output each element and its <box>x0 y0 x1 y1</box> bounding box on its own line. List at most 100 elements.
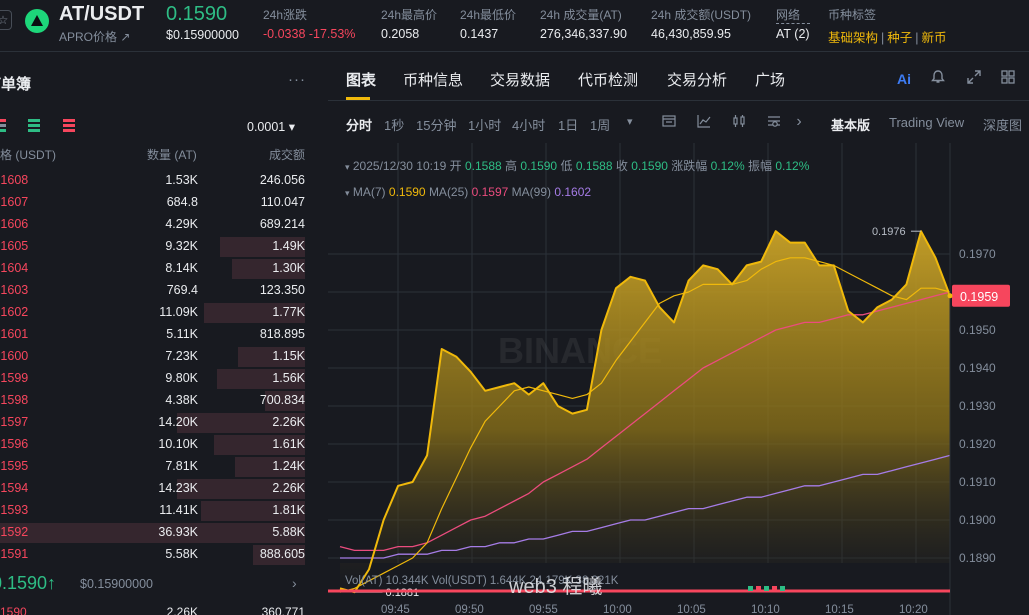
ask-row[interactable]: 0.1594 14.23K 2.26K <box>0 478 323 500</box>
bids-view-icon[interactable] <box>28 119 41 132</box>
settings-icon[interactable] <box>765 113 783 131</box>
depth-bar <box>237 347 305 367</box>
collapse-icon[interactable]: ▾ <box>345 162 350 172</box>
view-basic[interactable]: 基本版 <box>831 118 871 133</box>
expand-icon[interactable] <box>964 69 984 89</box>
ask-row[interactable]: 0.1597 14.20K 2.26K <box>0 412 323 434</box>
ask-qty: 10.10K <box>158 437 198 451</box>
ask-total: 1.81K <box>272 503 305 517</box>
orderbook-last-price[interactable]: 0.1590↑ <box>0 573 57 593</box>
ask-price: 0.1603 <box>0 283 29 297</box>
view-tradingview[interactable]: Trading View <box>889 115 965 130</box>
token-price-link[interactable]: APRO价格 ↗ <box>59 30 131 44</box>
tab-trading-data[interactable]: 交易数据 <box>490 72 551 89</box>
price-chart-svg[interactable]: BINANCE 0.19700.19600.19500.19400.19300.… <box>328 143 1029 615</box>
price-chart[interactable]: BINANCE 0.19700.19600.19500.19400.19300.… <box>328 143 1029 615</box>
tab-coin-info[interactable]: 币种信息 <box>403 72 464 89</box>
ask-row[interactable]: 0.1603 769.4 123.350 <box>0 280 323 302</box>
y-tick-label: 0.1910 <box>959 475 996 489</box>
ask-row[interactable]: 0.1595 7.81K 1.24K <box>0 456 323 478</box>
ask-price: 0.1599 <box>0 371 29 385</box>
ask-row[interactable]: 0.1593 11.41K 1.81K <box>0 500 323 522</box>
ask-row[interactable]: 0.1607 684.8 110.047 <box>0 192 323 214</box>
ask-total: 1.30K <box>272 261 305 275</box>
interval-timeline[interactable]: 分时 <box>346 118 373 133</box>
y-tick-label: 0.1970 <box>959 247 996 261</box>
bid-price: 0.1590 <box>0 605 27 615</box>
ask-row[interactable]: 0.1598 4.38K 700.834 <box>0 390 323 412</box>
orderbook-last-price-usd: $0.15900000 <box>80 577 153 591</box>
y-tick-label: 0.1920 <box>959 437 996 451</box>
chevron-right-icon[interactable]: › <box>292 575 297 591</box>
max-price-label: 0.1976 <box>872 226 906 238</box>
stat-network[interactable]: 网络 AT (2) <box>776 6 810 41</box>
interval-1h[interactable]: 1小时 <box>468 118 502 133</box>
ma25-line <box>339 291 951 552</box>
ma99-label: MA(99) <box>511 185 552 199</box>
stat-value[interactable]: AT (2) <box>776 27 810 41</box>
ask-qty: 11.09K <box>159 305 198 319</box>
bell-icon[interactable] <box>928 69 948 89</box>
tab-trade-analysis[interactable]: 交易分析 <box>667 72 728 89</box>
interval-15m[interactable]: 15分钟 <box>416 118 457 133</box>
depth-bar <box>201 501 305 521</box>
ask-price: 0.1594 <box>0 481 29 495</box>
both-view-icon[interactable] <box>0 119 6 132</box>
tab-square[interactable]: 广场 <box>755 72 786 89</box>
tag-new[interactable]: 新币 <box>921 31 947 45</box>
stat-24h-turnover: 24h 成交额(USDT) 46,430,859.95 <box>651 6 751 41</box>
ask-row[interactable]: 0.1599 9.80K 1.56K <box>0 368 323 390</box>
pair-symbol[interactable]: AT/USDT <box>59 3 145 25</box>
candle-icon[interactable] <box>730 113 748 131</box>
view-depth[interactable]: 深度图 <box>983 118 1023 133</box>
ask-qty: 1.53K <box>165 173 198 187</box>
more-icon[interactable]: ··· <box>288 71 306 88</box>
asks-view-icon[interactable] <box>62 119 75 132</box>
star-icon[interactable]: ☆ <box>0 10 12 30</box>
x-tick-label: 09:45 <box>381 604 410 615</box>
chevron-down-icon[interactable]: ▾ <box>627 116 633 128</box>
volume-bar <box>756 586 761 591</box>
ma25-value: 0.1597 <box>471 185 509 199</box>
chevron-right-icon[interactable]: › <box>796 113 802 130</box>
ask-row[interactable]: 0.1602 11.09K 1.77K <box>0 302 323 324</box>
precision-select[interactable]: 0.0001 ▾ <box>247 120 295 134</box>
tab-token-check[interactable]: 代币检测 <box>578 72 639 89</box>
x-tick-label: 09:50 <box>455 604 484 615</box>
interval-4h[interactable]: 4小时 <box>512 118 546 133</box>
ask-row[interactable]: 0.1600 7.23K 1.15K <box>0 346 323 368</box>
ai-icon[interactable]: Ai <box>897 71 911 87</box>
ask-row[interactable]: 0.1591 5.58K 888.605 <box>0 544 323 566</box>
tab-chart[interactable]: 图表 <box>346 72 377 89</box>
ask-row[interactable]: 0.1596 10.10K 1.61K <box>0 434 323 456</box>
amplitude-value: 0.12% <box>775 159 810 173</box>
ask-row[interactable]: 0.1605 9.32K 1.49K <box>0 236 323 258</box>
collapse-icon[interactable]: ▾ <box>345 188 350 198</box>
indicator-icon[interactable] <box>660 113 678 131</box>
active-tab-indicator <box>346 97 370 100</box>
bid-qty: 2.26K <box>166 605 198 615</box>
line-chart-icon[interactable] <box>695 113 713 131</box>
ma25-label: MA(25) <box>428 185 469 199</box>
ask-row[interactable]: 0.1606 4.29K 689.214 <box>0 214 323 236</box>
ask-row[interactable]: 0.1608 1.53K 246.056 <box>0 170 323 192</box>
tag-seed[interactable]: 种子 <box>887 31 913 45</box>
volume-bar <box>764 586 769 591</box>
ask-price: 0.1601 <box>0 327 29 341</box>
interval-1d[interactable]: 1日 <box>558 118 579 133</box>
tag-infrastructure[interactable]: 基础架构 <box>828 31 879 45</box>
ask-price: 0.1608 <box>0 173 29 187</box>
ask-row[interactable]: 0.1592 36.93K 5.88K <box>0 522 323 544</box>
ask-row[interactable]: 0.1604 8.14K 1.30K <box>0 258 323 280</box>
depth-bar <box>231 259 305 279</box>
ask-row[interactable]: 0.1601 5.11K 818.895 <box>0 324 323 346</box>
stat-24h-volume: 24h 成交量(AT) 276,346,337.90 <box>540 6 627 41</box>
interval-1w[interactable]: 1周 <box>590 118 611 133</box>
interval-1s[interactable]: 1秒 <box>384 118 405 133</box>
grid-icon[interactable] <box>998 69 1018 89</box>
chart-panel: 图表 币种信息 交易数据 代币检测 交易分析 广场 Ai 分时 1秒 15分钟 … <box>328 57 1029 615</box>
ask-qty: 4.29K <box>165 217 198 231</box>
ask-total: 888.605 <box>259 547 305 561</box>
volume-bar <box>748 586 753 591</box>
ask-qty: 14.20K <box>158 415 198 429</box>
